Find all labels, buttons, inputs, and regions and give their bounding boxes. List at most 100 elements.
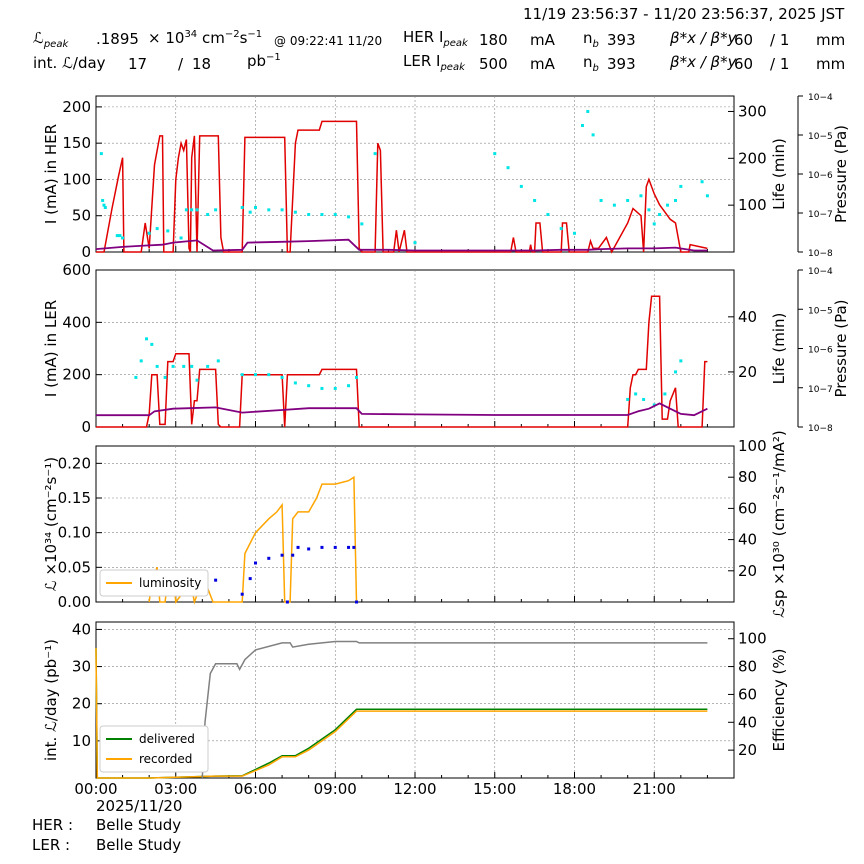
int-recorded-line [95,647,708,779]
lpeak-unit-b-exp: −2 [224,29,240,40]
ler-life-point [254,373,257,377]
her-beta-unit: mm [816,31,846,49]
ler-ytick-label: 400 [62,313,91,331]
lum-specific-point [355,600,359,604]
her-life-point [626,198,630,202]
ler-ipeak-text: LER I [403,52,441,70]
lum-ytick-label: 0.10 [58,524,91,542]
her-life-point [214,208,218,212]
lum-specific-point [307,547,311,551]
lum-y2tick-label: 100 [738,437,767,455]
ler-life-point [642,397,646,401]
lum-y2label: ℒsp ×10³⁰ (cm⁻²s⁻¹/mA²) [770,430,788,618]
her-life-point [248,210,252,214]
her-y2tick-label: 200 [738,149,767,167]
intl-unit-exp: −1 [266,52,281,63]
her-y2label: Life (min) [770,138,788,210]
lpeak-time: @ 09:22:41 11/20 [274,34,383,48]
lpeak-label: ℒpeak [33,31,68,50]
her-y3tick-label: 10−8 [808,249,833,259]
her-ipeak-value: 180 [479,31,508,49]
her-life-point [493,152,497,156]
her-ipeak-sub: peak [443,38,468,49]
lpeak-unit-exp: 34 [184,29,198,40]
int-legend-label-delivered: delivered [139,732,195,746]
ler-life-point [163,375,167,379]
her-ipeak-text: HER I [403,28,444,46]
ler-current-line [96,295,708,428]
ler-y3tick-label: 10−4 [808,267,833,277]
lum-legend-box [99,569,209,597]
int-y2tick-label: 100 [738,630,767,648]
ler-y3tick-label: 10−7 [808,385,833,395]
her-life-series [99,109,709,245]
lum-specific-point [248,577,252,581]
xtick-label: 03:00 [154,780,197,798]
her-nb-text: n [583,29,593,47]
lum-specific-point [214,578,218,582]
her-life-point [658,213,662,217]
ler-y3tick-label: 10−5 [808,306,833,316]
lpeak-sub: peak [43,39,69,50]
ler-nb-sub: b [592,63,599,74]
ler-ipeak-unit: mA [530,55,555,73]
xtick-label: 12:00 [393,780,436,798]
intl-value-a: 17 [128,55,148,73]
her-nb-label: nb [583,31,599,50]
ler-life-point [190,364,194,368]
xtick-label: 18:00 [553,780,596,798]
ler-nb-label: nb [583,55,599,74]
ler-ytick-label: 0 [81,418,91,436]
ler-beta-unit: mm [816,55,846,73]
her-life-point [147,231,151,235]
ler-life-point [206,364,210,368]
her-ytick-label: 200 [62,98,91,116]
int-ytick-label: 30 [72,658,91,676]
her-life-point [674,198,678,202]
xtick-label: 06:00 [234,780,277,798]
int-y2tick-label: 40 [738,713,757,731]
ler-y2tick-label: 40 [738,308,757,326]
ler-y3tick-label: 10−8 [808,424,833,434]
intl-value-b: 18 [192,55,212,73]
ler-life-point [134,375,138,379]
ler-life-point [674,370,678,374]
her-life-point [573,231,576,235]
ler-life-point [626,397,630,401]
her-ytick-label: 150 [62,134,91,152]
her-ylabel: I (mA) in HER [42,124,60,224]
int-y2label: Efficiency (%) [770,649,788,752]
her-life-point [320,213,324,217]
her-life-point [533,198,537,202]
her-life-point [195,208,199,212]
her-life-point [413,241,417,245]
lum-y2tick-label: 60 [738,499,757,517]
her-life-point [166,229,170,233]
her-y2tick-label: 300 [738,102,767,120]
her-ytick-label: 100 [62,170,91,188]
lum-specific-point [285,600,289,604]
lum-specific-point [254,561,257,565]
intl-unit: pb−1 [247,53,281,69]
ler-life-point [293,381,297,385]
her-beta-y: / 1 [770,31,790,49]
her-life-point [307,213,311,217]
ler-life-point [171,364,175,368]
her-life-point [206,213,210,217]
her-life-point [155,227,159,231]
her-life-point [102,203,106,207]
her-life-point [652,222,656,226]
ler-life-point [355,375,359,379]
ler-life-point [634,392,638,396]
her-life-point [586,109,590,113]
xtick-label: 21:00 [633,780,676,798]
her-life-point [121,236,125,240]
her-life-point [280,208,284,212]
her-y2tick-label: 100 [738,196,767,214]
lpeak-value: .1895 [96,30,139,48]
her-life-point [580,124,584,128]
intl-label: int. ℒ/day [33,54,106,72]
ler-ipeak-sub: peak [440,62,465,73]
time-range: 11/19 23:56:37 - 11/20 23:56:37, 2025 JS… [523,5,845,23]
